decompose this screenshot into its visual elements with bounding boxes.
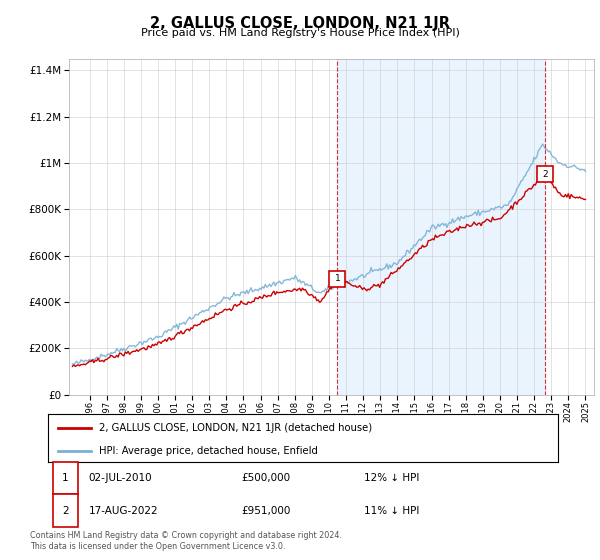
- Text: 2, GALLUS CLOSE, LONDON, N21 1JR: 2, GALLUS CLOSE, LONDON, N21 1JR: [150, 16, 450, 31]
- Text: 2, GALLUS CLOSE, LONDON, N21 1JR (detached house): 2, GALLUS CLOSE, LONDON, N21 1JR (detach…: [99, 423, 372, 433]
- Text: 12% ↓ HPI: 12% ↓ HPI: [364, 473, 419, 483]
- Text: 1: 1: [62, 473, 68, 483]
- Bar: [337, 59, 545, 395]
- Text: This data is licensed under the Open Government Licence v3.0.: This data is licensed under the Open Gov…: [30, 542, 286, 550]
- Text: 11% ↓ HPI: 11% ↓ HPI: [364, 506, 419, 516]
- Text: 02-JUL-2010: 02-JUL-2010: [89, 473, 152, 483]
- Bar: [53, 494, 77, 527]
- Text: 1: 1: [335, 274, 340, 283]
- Text: 17-AUG-2022: 17-AUG-2022: [89, 506, 158, 516]
- Text: £500,000: £500,000: [242, 473, 291, 483]
- Text: £951,000: £951,000: [242, 506, 291, 516]
- Bar: [53, 461, 77, 494]
- Text: Contains HM Land Registry data © Crown copyright and database right 2024.: Contains HM Land Registry data © Crown c…: [30, 531, 342, 540]
- Text: 2: 2: [62, 506, 68, 516]
- Text: 2: 2: [542, 170, 548, 179]
- Text: Price paid vs. HM Land Registry's House Price Index (HPI): Price paid vs. HM Land Registry's House …: [140, 28, 460, 38]
- Text: HPI: Average price, detached house, Enfield: HPI: Average price, detached house, Enfi…: [99, 446, 318, 456]
